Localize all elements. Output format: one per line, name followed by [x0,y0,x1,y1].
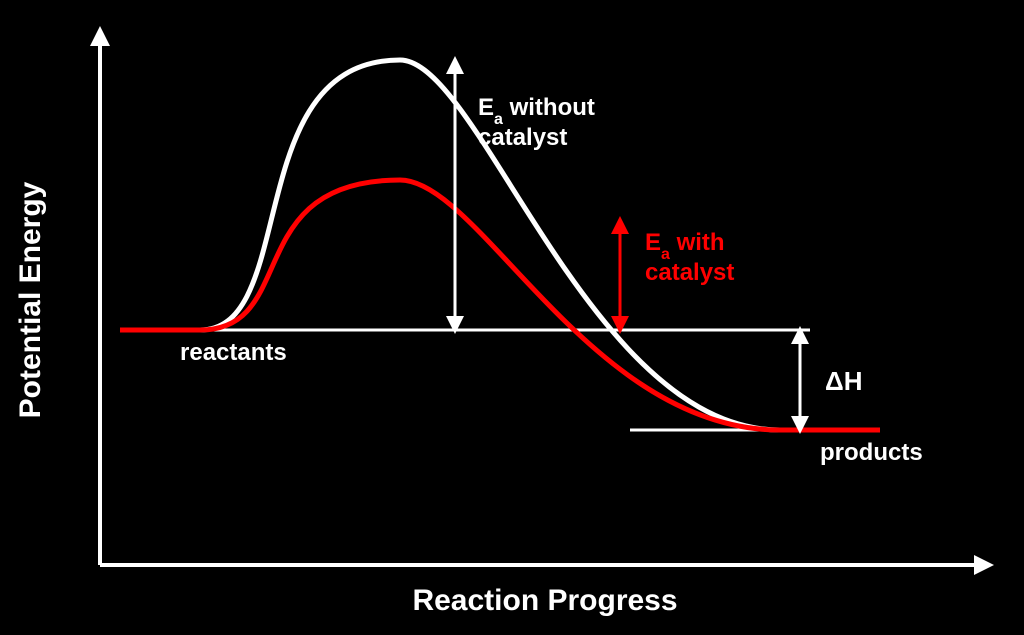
ea-no-catalyst-label-line1: Ea without [478,94,595,128]
catalyzed-curve [120,180,880,430]
energy-diagram: Potential Energy Reaction Progress react… [0,0,1024,635]
ea-catalyst-label-line2: catalyst [645,259,734,286]
reactants-label: reactants [180,339,287,366]
y-axis-label: Potential Energy [14,181,47,418]
x-axis-label: Reaction Progress [412,584,677,617]
products-label: products [820,439,923,466]
ea-catalyst-label-line1: Ea with [645,229,725,263]
ea-no-catalyst-label-line2: catalyst [478,124,567,151]
delta-h-label: ΔH [825,366,862,396]
